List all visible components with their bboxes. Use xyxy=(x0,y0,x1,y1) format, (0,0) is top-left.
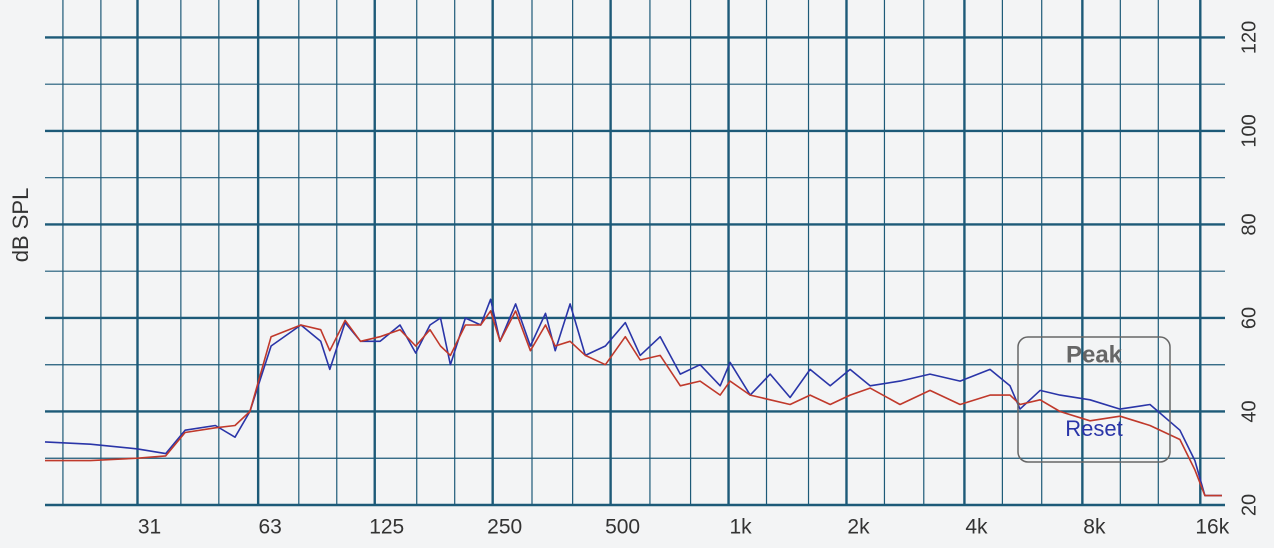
y-tick-label: 20 xyxy=(1238,494,1260,516)
peak-button[interactable]: Peak xyxy=(1066,341,1123,368)
x-tick-label: 2k xyxy=(847,516,870,539)
y-tick-label: 40 xyxy=(1238,400,1260,422)
y-tick-label: 100 xyxy=(1238,114,1260,147)
plot-lines xyxy=(44,298,1222,497)
x-tick-label: 31 xyxy=(138,516,161,539)
y-tick-label: 60 xyxy=(1238,307,1260,329)
x-tick-label: 500 xyxy=(605,516,640,539)
y-tick-label: 80 xyxy=(1238,213,1260,235)
x-tick-label: 16k xyxy=(1195,516,1229,539)
y-axis-label: dB SPL xyxy=(8,188,33,263)
reset-button[interactable]: Reset xyxy=(1065,416,1122,441)
grid xyxy=(45,0,1225,507)
x-tick-label: 1k xyxy=(729,516,752,539)
y-tick-label: 120 xyxy=(1238,21,1260,54)
series-line xyxy=(45,310,1222,497)
x-tick-label: 125 xyxy=(369,516,404,539)
x-tick-label: 8k xyxy=(1083,516,1106,539)
x-tick-label: 4k xyxy=(965,516,988,539)
peak-reset-button[interactable]: Peak Reset xyxy=(1017,336,1171,463)
button-frame[interactable] xyxy=(1017,336,1171,463)
x-tick-label: 250 xyxy=(487,516,522,539)
x-tick-label: 63 xyxy=(258,516,281,539)
series-line xyxy=(44,298,1222,497)
labels: 20 40 60 80 100 120 31 63 125 250 500 1k 2k 4k 8k 16k xyxy=(138,21,1260,539)
